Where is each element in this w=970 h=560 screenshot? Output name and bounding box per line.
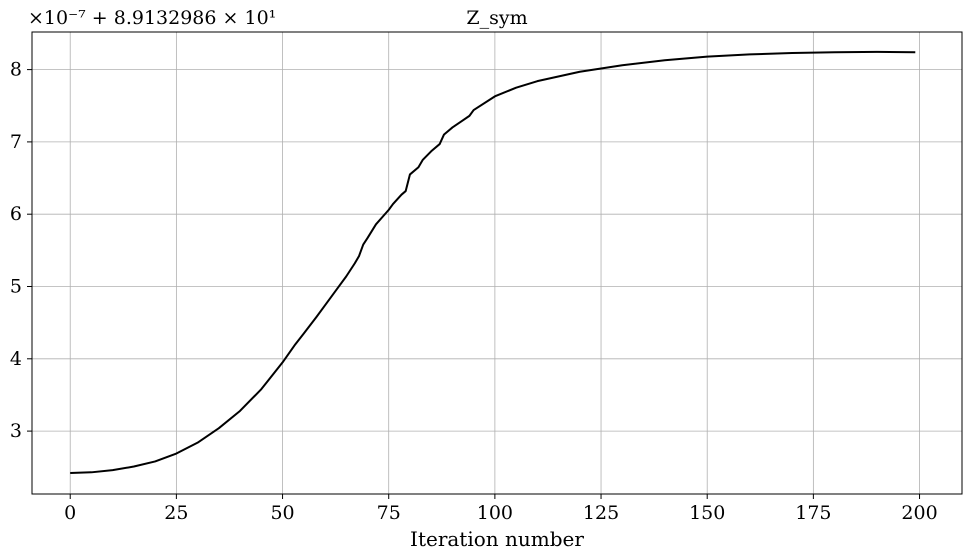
x-tick-label: 100 [477, 502, 513, 524]
y-tick-label: 5 [10, 275, 22, 297]
y-tick-label: 7 [10, 131, 22, 153]
grid [32, 32, 962, 494]
y-tick-label: 6 [10, 203, 22, 225]
x-tick-label: 175 [795, 502, 831, 524]
x-tick-label: 25 [164, 502, 188, 524]
x-tick-label: 75 [377, 502, 401, 524]
chart-title: Z_sym [466, 7, 527, 29]
x-tick-label: 150 [689, 502, 725, 524]
series-layer [70, 50, 916, 475]
series-line [70, 50, 916, 475]
y-tick-label: 4 [10, 348, 22, 370]
y-offset-label: ×10⁻⁷ + 8.9132986 × 10¹ [28, 7, 276, 29]
y-tick-label: 3 [10, 420, 22, 442]
y-tick-label: 8 [10, 59, 22, 81]
x-axis-label: Iteration number [410, 527, 584, 551]
x-tick-label: 0 [64, 502, 76, 524]
x-tick-label: 200 [901, 502, 937, 524]
x-tick-label: 50 [270, 502, 294, 524]
x-tick-label: 125 [583, 502, 619, 524]
axes: 0 25 50 75 100 125 150 175 200 3 4 5 6 7 8 [10, 59, 938, 524]
plot-frame [31, 31, 963, 495]
